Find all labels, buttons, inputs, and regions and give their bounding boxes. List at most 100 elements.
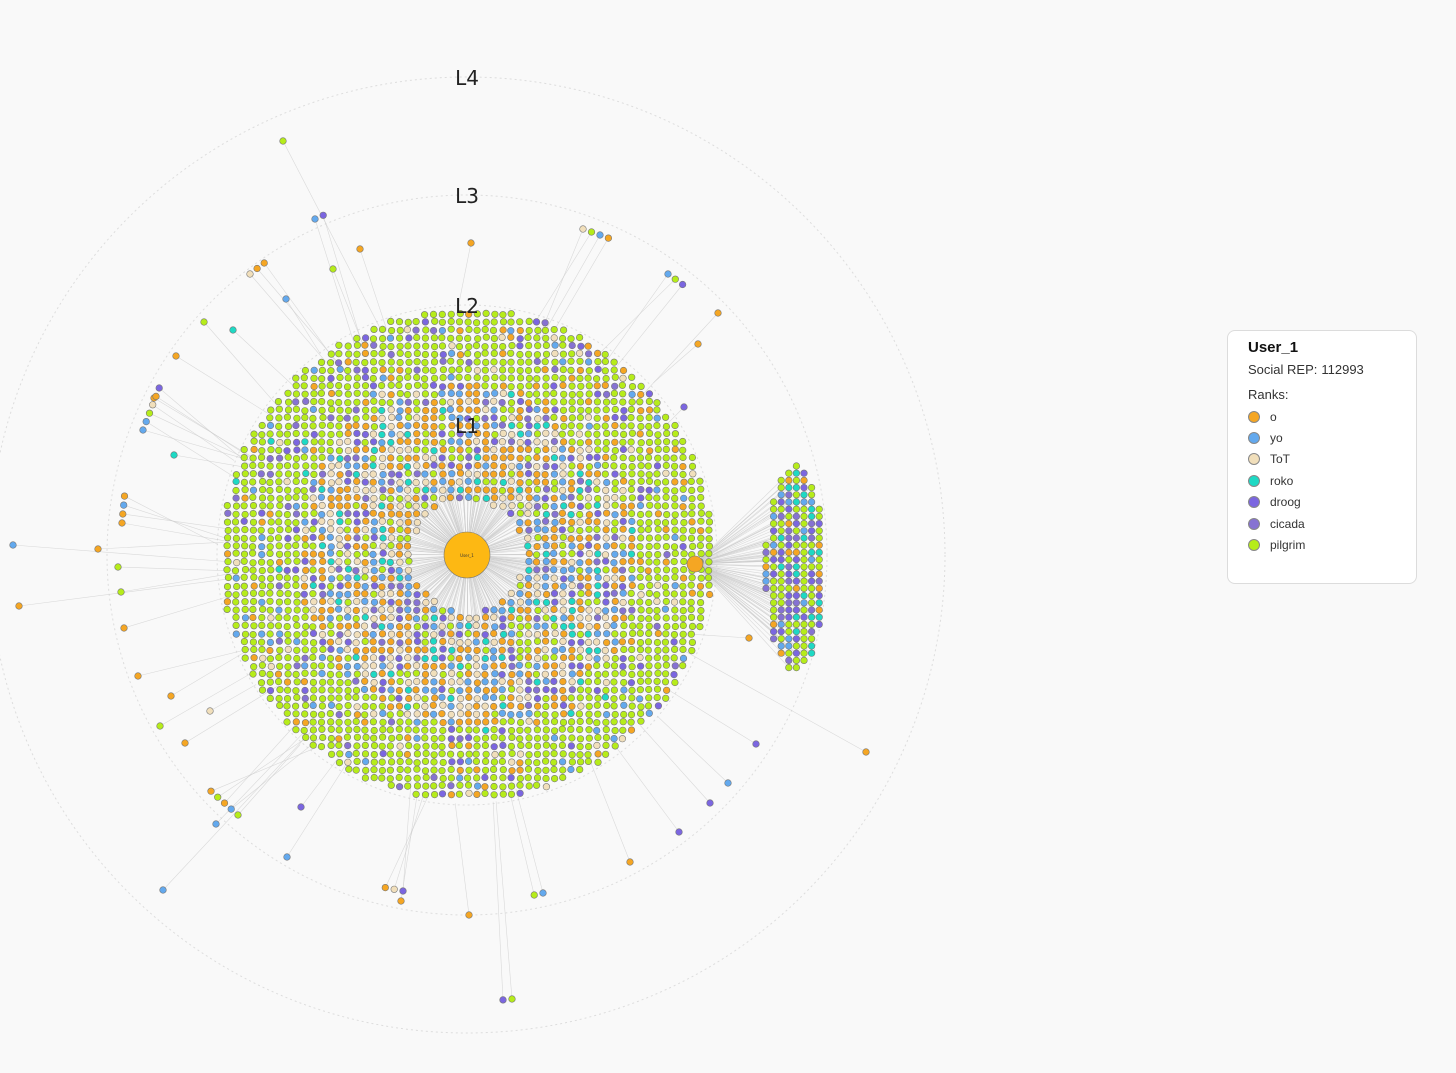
user-node-pilgrim[interactable]: [792, 663, 801, 672]
user-node-o[interactable]: [611, 438, 619, 446]
user-node-yo[interactable]: [456, 621, 464, 630]
user-node-pilgrim[interactable]: [327, 686, 335, 694]
user-node-pilgrim[interactable]: [249, 670, 257, 678]
user-node-pilgrim[interactable]: [490, 478, 498, 486]
user-node-ToT[interactable]: [637, 591, 645, 599]
user-node-pilgrim[interactable]: [284, 494, 292, 502]
user-node-pilgrim[interactable]: [645, 606, 653, 615]
user-node-ToT[interactable]: [396, 479, 404, 487]
user-node-pilgrim[interactable]: [361, 774, 370, 782]
user-node-droog[interactable]: [439, 351, 447, 359]
user-node-ToT[interactable]: [327, 518, 335, 527]
user-node-pilgrim[interactable]: [662, 597, 670, 606]
user-node-pilgrim[interactable]: [671, 549, 679, 558]
user-node-yo[interactable]: [336, 646, 344, 654]
user-node-ToT[interactable]: [413, 694, 421, 702]
user-node-o[interactable]: [541, 471, 549, 479]
user-node-roko[interactable]: [792, 484, 801, 492]
user-node-roko[interactable]: [318, 485, 326, 494]
user-node-pilgrim[interactable]: [292, 429, 300, 438]
user-node-o[interactable]: [499, 446, 508, 454]
user-node-o[interactable]: [396, 366, 404, 374]
user-node-pilgrim[interactable]: [438, 342, 447, 350]
user-node-droog[interactable]: [399, 887, 407, 895]
user-node-roko[interactable]: [499, 702, 507, 710]
user-node-pilgrim[interactable]: [257, 461, 265, 469]
user-node-pilgrim[interactable]: [395, 773, 403, 782]
user-node-cicada[interactable]: [769, 635, 778, 643]
user-node-pilgrim[interactable]: [671, 622, 680, 631]
user-node-pilgrim[interactable]: [628, 702, 636, 710]
user-node-o[interactable]: [456, 446, 464, 454]
user-node-pilgrim[interactable]: [405, 413, 413, 422]
user-node-droog[interactable]: [379, 749, 387, 758]
user-node-cicada[interactable]: [276, 454, 284, 462]
user-node-roko[interactable]: [336, 518, 344, 526]
user-node-ToT[interactable]: [499, 494, 507, 502]
user-node-ToT[interactable]: [524, 509, 532, 518]
user-node-roko[interactable]: [524, 542, 532, 550]
user-node-ToT[interactable]: [585, 445, 593, 454]
user-node-pilgrim[interactable]: [422, 749, 430, 758]
user-node-pilgrim[interactable]: [807, 563, 816, 571]
user-node-pilgrim[interactable]: [645, 654, 653, 662]
user-node-pilgrim[interactable]: [627, 509, 636, 518]
user-node-pilgrim[interactable]: [249, 549, 257, 557]
user-node-pilgrim[interactable]: [345, 350, 353, 358]
user-node-droog[interactable]: [785, 591, 793, 600]
user-node-cicada[interactable]: [396, 582, 404, 590]
user-node-yo[interactable]: [636, 695, 644, 703]
user-node-ToT[interactable]: [550, 445, 559, 453]
user-node-o[interactable]: [619, 477, 628, 485]
user-node-pilgrim[interactable]: [421, 695, 429, 703]
user-node-o[interactable]: [318, 478, 326, 486]
user-node-o[interactable]: [439, 718, 447, 727]
user-node-yo[interactable]: [361, 582, 369, 591]
user-node-pilgrim[interactable]: [769, 534, 778, 542]
user-node-droog[interactable]: [491, 438, 499, 446]
user-node-pilgrim[interactable]: [602, 741, 610, 750]
user-node-o[interactable]: [412, 494, 420, 503]
user-node-pilgrim[interactable]: [438, 781, 446, 789]
user-node-yo[interactable]: [762, 577, 770, 585]
user-node-pilgrim[interactable]: [645, 629, 653, 638]
user-node-o[interactable]: [456, 327, 464, 335]
user-node-pilgrim[interactable]: [249, 509, 257, 518]
user-node-yo[interactable]: [491, 389, 499, 397]
user-node-roko[interactable]: [508, 422, 516, 430]
user-node-pilgrim[interactable]: [661, 678, 670, 686]
user-node-droog[interactable]: [815, 591, 823, 600]
user-node-o[interactable]: [447, 478, 456, 487]
user-node-pilgrim[interactable]: [490, 334, 499, 343]
user-node-yo[interactable]: [120, 501, 128, 509]
user-node-pilgrim[interactable]: [421, 614, 429, 622]
user-node-o[interactable]: [250, 582, 258, 590]
user-node-roko[interactable]: [387, 670, 395, 678]
user-node-cicada[interactable]: [584, 350, 593, 358]
user-node-pilgrim[interactable]: [559, 734, 567, 742]
user-node-ToT[interactable]: [378, 414, 386, 423]
user-node-pilgrim[interactable]: [455, 334, 464, 342]
user-node-pilgrim[interactable]: [792, 491, 801, 499]
user-node-pilgrim[interactable]: [249, 638, 257, 646]
user-node-o[interactable]: [714, 309, 722, 317]
user-node-roko[interactable]: [456, 486, 465, 494]
user-node-ToT[interactable]: [498, 677, 506, 685]
user-node-pilgrim[interactable]: [628, 645, 636, 654]
user-node-cicada[interactable]: [413, 599, 421, 607]
user-node-cicada[interactable]: [628, 606, 636, 614]
user-node-cicada[interactable]: [447, 782, 455, 790]
user-node-ToT[interactable]: [343, 645, 352, 654]
user-node-pilgrim[interactable]: [687, 534, 696, 542]
user-node-o[interactable]: [593, 543, 601, 551]
user-node-droog[interactable]: [310, 518, 318, 526]
user-node-yo[interactable]: [474, 782, 482, 790]
user-node-pilgrim[interactable]: [335, 398, 343, 407]
user-node-pilgrim[interactable]: [661, 413, 670, 421]
user-node-pilgrim[interactable]: [317, 358, 326, 367]
user-node-o[interactable]: [361, 349, 370, 358]
user-node-cicada[interactable]: [533, 357, 541, 366]
user-node-pilgrim[interactable]: [456, 358, 464, 366]
user-node-pilgrim[interactable]: [636, 510, 645, 519]
user-node-yo[interactable]: [430, 687, 438, 695]
